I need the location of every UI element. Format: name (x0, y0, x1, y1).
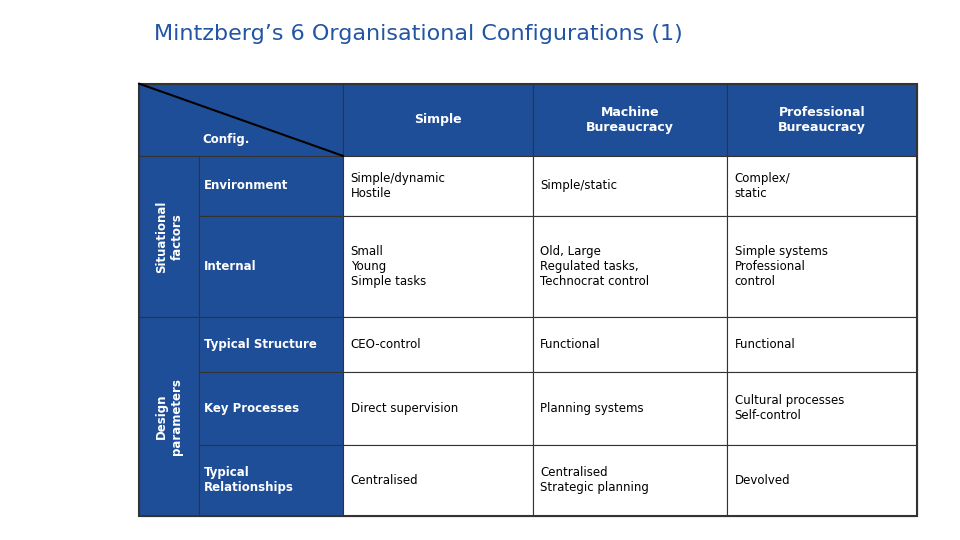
Text: Direct supervision: Direct supervision (350, 402, 458, 415)
Text: Machine
Bureaucracy: Machine Bureaucracy (586, 106, 674, 134)
Bar (139, 156, 200, 317)
Text: Simple/static: Simple/static (540, 179, 617, 192)
Text: Professional
Bureaucracy: Professional Bureaucracy (778, 106, 866, 134)
Text: Old, Large
Regulated tasks,
Technocrat control: Old, Large Regulated tasks, Technocrat c… (540, 245, 649, 288)
Text: Design
parameters: Design parameters (156, 378, 183, 455)
Text: Centralised: Centralised (350, 474, 419, 487)
Text: Mintzberg’s 6 Organisational Configurations (1): Mintzberg’s 6 Organisational Configurati… (154, 24, 683, 44)
Text: Small
Young
Simple tasks: Small Young Simple tasks (350, 245, 426, 288)
Text: Cultural processes
Self-control: Cultural processes Self-control (734, 394, 844, 422)
Text: Complex/
static: Complex/ static (734, 172, 790, 200)
Text: CEO-control: CEO-control (350, 338, 421, 351)
Text: Typical
Relationships: Typical Relationships (204, 466, 294, 494)
Text: Functional: Functional (540, 338, 601, 351)
Text: Situational
factors: Situational factors (156, 200, 183, 273)
Text: Environment: Environment (204, 179, 289, 192)
Bar (139, 317, 200, 516)
Text: Devolved: Devolved (734, 474, 790, 487)
Text: Simple/dynamic
Hostile: Simple/dynamic Hostile (350, 172, 445, 200)
Text: Simple: Simple (414, 113, 462, 126)
Text: Planning systems: Planning systems (540, 402, 644, 415)
Text: Typical Structure: Typical Structure (204, 338, 317, 351)
Text: Functional: Functional (734, 338, 796, 351)
Text: Config.: Config. (203, 133, 250, 146)
Text: Centralised
Strategic planning: Centralised Strategic planning (540, 466, 649, 494)
Text: Key Processes: Key Processes (204, 402, 300, 415)
Text: Simple systems
Professional
control: Simple systems Professional control (734, 245, 828, 288)
Text: Internal: Internal (204, 260, 256, 273)
